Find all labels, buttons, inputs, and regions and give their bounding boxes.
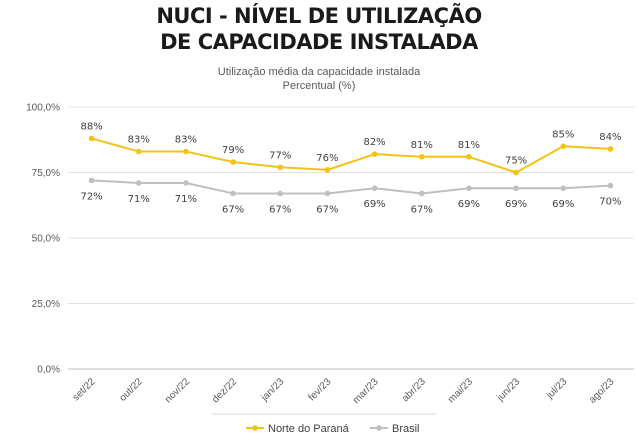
series-1-point bbox=[324, 190, 331, 197]
series-0-data-label: 82% bbox=[363, 137, 385, 148]
x-tick-label: ago/23 bbox=[587, 376, 617, 406]
x-tick-label: fev/23 bbox=[306, 376, 333, 403]
series-1-data-label: 69% bbox=[363, 199, 385, 210]
series-1-data-label: 67% bbox=[222, 204, 244, 215]
series-0-point bbox=[513, 169, 519, 176]
x-tick-label: jan/23 bbox=[259, 376, 287, 404]
series-1-data-label: 67% bbox=[411, 204, 433, 215]
series-1-point bbox=[183, 180, 189, 186]
y-tick-label: 0,0% bbox=[37, 365, 60, 376]
series-0-data-label: 88% bbox=[80, 121, 102, 132]
x-tick-label: set/22 bbox=[71, 376, 98, 403]
series-1-point bbox=[88, 177, 95, 184]
series-1-data-label: 67% bbox=[316, 204, 338, 215]
series-1-data-label: 71% bbox=[128, 194, 150, 205]
x-tick-label: dez/22 bbox=[210, 376, 239, 405]
series-1-point bbox=[277, 190, 284, 197]
series-1-data-label: 72% bbox=[80, 191, 102, 202]
x-tick-label: nov/22 bbox=[163, 376, 192, 405]
series-0-data-label: 83% bbox=[128, 135, 150, 146]
series-0-point bbox=[466, 153, 472, 160]
series-0-data-label: 85% bbox=[552, 129, 574, 140]
series-1-data-label: 69% bbox=[458, 199, 480, 210]
legend-label: Brasil bbox=[392, 423, 420, 435]
series-0-point bbox=[88, 135, 95, 142]
y-tick-label: 50,0% bbox=[32, 234, 60, 245]
x-tick-label: out/22 bbox=[117, 376, 145, 404]
y-tick-label: 75,0% bbox=[32, 168, 60, 179]
chart-subtitle-line-2: Percentual (%) bbox=[282, 80, 356, 92]
series-1-point bbox=[513, 185, 519, 192]
legend-swatch-marker-0 bbox=[252, 425, 258, 431]
series-1-point bbox=[607, 182, 614, 189]
series-0-point bbox=[183, 148, 189, 155]
legend-label: Norte do Paraná bbox=[268, 423, 350, 435]
series-0-point bbox=[418, 153, 425, 160]
series-1-point bbox=[418, 190, 425, 197]
legend-swatch-marker-1 bbox=[376, 425, 382, 431]
series-1-data-label: 69% bbox=[552, 199, 574, 210]
series-1-point bbox=[466, 185, 472, 192]
chart-subtitle-line-1: Utilização média da capacidade instalada bbox=[217, 66, 421, 78]
series-0-data-label: 83% bbox=[175, 135, 197, 146]
y-tick-label: 100,0% bbox=[26, 103, 60, 114]
x-tick-label: mar/23 bbox=[351, 376, 381, 406]
chart-title-line-2: DE CAPACIDADE INSTALADA bbox=[160, 30, 478, 54]
series-1-point bbox=[560, 185, 567, 192]
series-1-data-label: 69% bbox=[505, 199, 527, 210]
series-0-data-label: 77% bbox=[269, 150, 291, 161]
series-0-point bbox=[230, 159, 236, 165]
series-0-data-label: 81% bbox=[458, 140, 480, 151]
x-tick-label: jul/23 bbox=[544, 376, 570, 402]
series-0-data-label: 76% bbox=[316, 153, 338, 164]
series-0-point bbox=[324, 167, 331, 173]
series-1-point bbox=[230, 190, 236, 197]
series-1-point bbox=[371, 185, 378, 192]
x-tick-label: jun/23 bbox=[494, 376, 522, 404]
series-line-1 bbox=[91, 179, 611, 195]
series-0-point bbox=[277, 164, 284, 171]
series-1-point bbox=[135, 180, 142, 186]
x-tick-label: abr/23 bbox=[400, 376, 428, 404]
series-0-point bbox=[607, 146, 614, 152]
series-0-data-label: 79% bbox=[222, 145, 244, 156]
series-0-data-label: 84% bbox=[599, 132, 621, 143]
y-tick-label: 25,0% bbox=[32, 299, 60, 310]
series-line-0 bbox=[91, 137, 611, 174]
chart-title-line-1: NUCI - NÍVEL DE UTILIZAÇÃO bbox=[156, 4, 482, 28]
series-1-data-label: 67% bbox=[269, 204, 291, 215]
series-0-point bbox=[371, 151, 378, 157]
series-0-data-label: 75% bbox=[505, 156, 527, 167]
series-1-data-label: 71% bbox=[175, 194, 197, 205]
series-1-data-label: 70% bbox=[599, 197, 621, 208]
series-0-point bbox=[560, 143, 567, 150]
x-tick-label: mai/23 bbox=[446, 376, 475, 405]
series-0-point bbox=[135, 148, 142, 155]
series-0-data-label: 81% bbox=[411, 140, 433, 151]
